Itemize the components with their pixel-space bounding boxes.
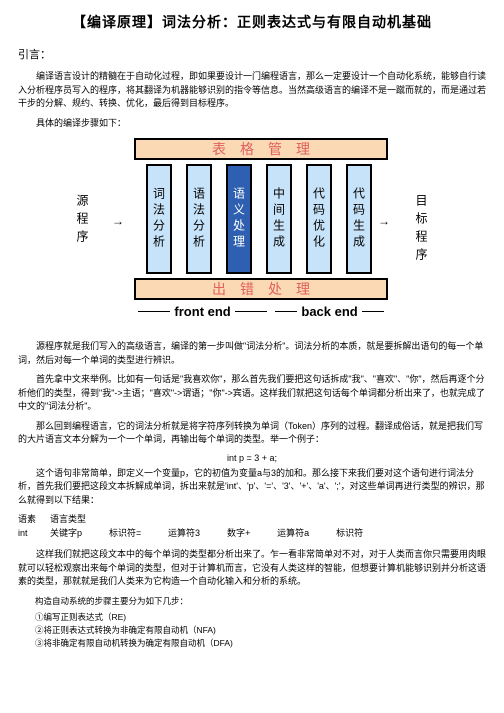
top-bar: 表格管理 [134, 138, 388, 160]
table-row: 3数字 [195, 527, 245, 541]
phase-box: 代码生成 [346, 164, 372, 274]
step-item: ②将正则表达式转换为非确定有限自动机（NFA) [35, 624, 486, 637]
arrow-out: → [378, 214, 390, 228]
table-row: =运算符 [136, 527, 195, 541]
paragraph-1: 编译语言设计的精髓在于自动化过程，即如果要设计一门编程语言，那么一定要设计一个自… [18, 70, 486, 111]
step-list: ①编写正则表达式（RE)②将正则表达式转换为非确定有限自动机（NFA)③将非确定… [35, 611, 486, 649]
paragraph-3: 源程序就是我们写入的高级语言，编译的第一步叫做"词法分析"。词法分析的本质，就是… [18, 340, 486, 367]
paragraph-8: 构造自动系统的步骤主要分为如下几步： [18, 595, 486, 608]
token-table: 语素语言类型 int关键字p标识符=运算符3数字+运算符a标识符 [18, 513, 486, 540]
phase-box: 语法分析 [186, 164, 212, 274]
step-item: ③将非确定有限自动机转换为确定有限自动机（DFA) [35, 637, 486, 650]
paragraph-6: 这个语句非常简单，即定义一个变量p，它的初值为变量a与3的加和。那么接下来我们要… [18, 467, 486, 508]
bottom-bar: 出错处理 [134, 278, 388, 300]
phase-box: 中间生成 [266, 164, 292, 274]
table-header: 语素语言类型 [18, 513, 486, 527]
table-row: a标识符 [304, 527, 363, 541]
page-title: 【编译原理】词法分析：正则表达式与有限自动机基础 [18, 12, 486, 32]
code-example: int p = 3 + a; [18, 453, 486, 463]
front-back-end-label: front end back end [134, 304, 388, 319]
phase-box: 语义处理 [226, 164, 252, 274]
intro-heading: 引言： [18, 46, 486, 62]
table-row: +运算符 [245, 527, 304, 541]
table-row: int关键字 [18, 527, 77, 541]
arrow-in: → [112, 214, 124, 228]
step-item: ①编写正则表达式（RE) [35, 611, 486, 624]
paragraph-7: 这样我们就把这段文本中的每个单词的类型都分析出来了。乍一看非常简单对不对，对于人… [18, 548, 486, 589]
compiler-phases-figure: 表格管理 源程序 → 词法分析语法分析语义处理中间生成代码优化代码生成 目标程序… [18, 138, 486, 328]
paragraph-4: 首先拿中文来举例。比如有一句话是"我喜欢你"，那么首先我们要把这句话拆成"我"、… [18, 373, 486, 414]
phase-box: 词法分析 [146, 164, 172, 274]
right-label: 目标程序 [413, 194, 430, 266]
paragraph-5: 那么回到编程语言，它的词法分析就是将字符序列转换为单词（Token）序列的过程。… [18, 420, 486, 447]
table-row: p标识符 [77, 527, 136, 541]
phase-box: 代码优化 [306, 164, 332, 274]
left-label: 源程序 [74, 194, 91, 248]
paragraph-2: 具体的编译步骤如下： [18, 117, 486, 131]
